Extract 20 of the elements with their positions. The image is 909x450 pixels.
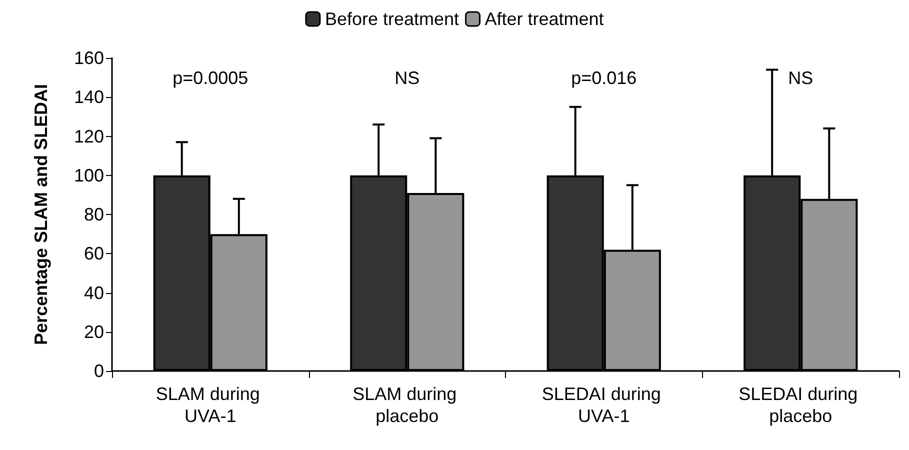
annotation: NS: [394, 68, 420, 88]
x-tick-label: SLAM during placebo: [352, 384, 462, 426]
y-tick-label: 100: [74, 165, 104, 186]
x-tick-label: SLAM during UVA-1: [156, 384, 265, 426]
x-tick-label: SLEDAI during UVA-1: [542, 384, 666, 426]
y-tick-label: 20: [84, 322, 104, 342]
x-tick-label: SLEDAI during placebo: [738, 384, 863, 426]
y-tick-label: 0: [94, 361, 104, 381]
annotation: p=0.016: [571, 68, 637, 88]
legend-label: After treatment: [484, 9, 604, 29]
y-tick-label: 40: [84, 282, 104, 303]
y-tick-label: 80: [84, 204, 104, 224]
annotation: NS: [788, 68, 814, 88]
y-tick-label: 160: [74, 48, 104, 68]
y-tick-label: 140: [74, 87, 104, 108]
y-axis-title: Percentage SLAM and SLEDAI: [31, 84, 51, 346]
legend-label: Before treatment: [324, 9, 460, 29]
y-tick-label: 60: [84, 244, 104, 264]
annotation: p=0.0005: [172, 68, 248, 88]
y-tick-label: 120: [74, 126, 104, 146]
